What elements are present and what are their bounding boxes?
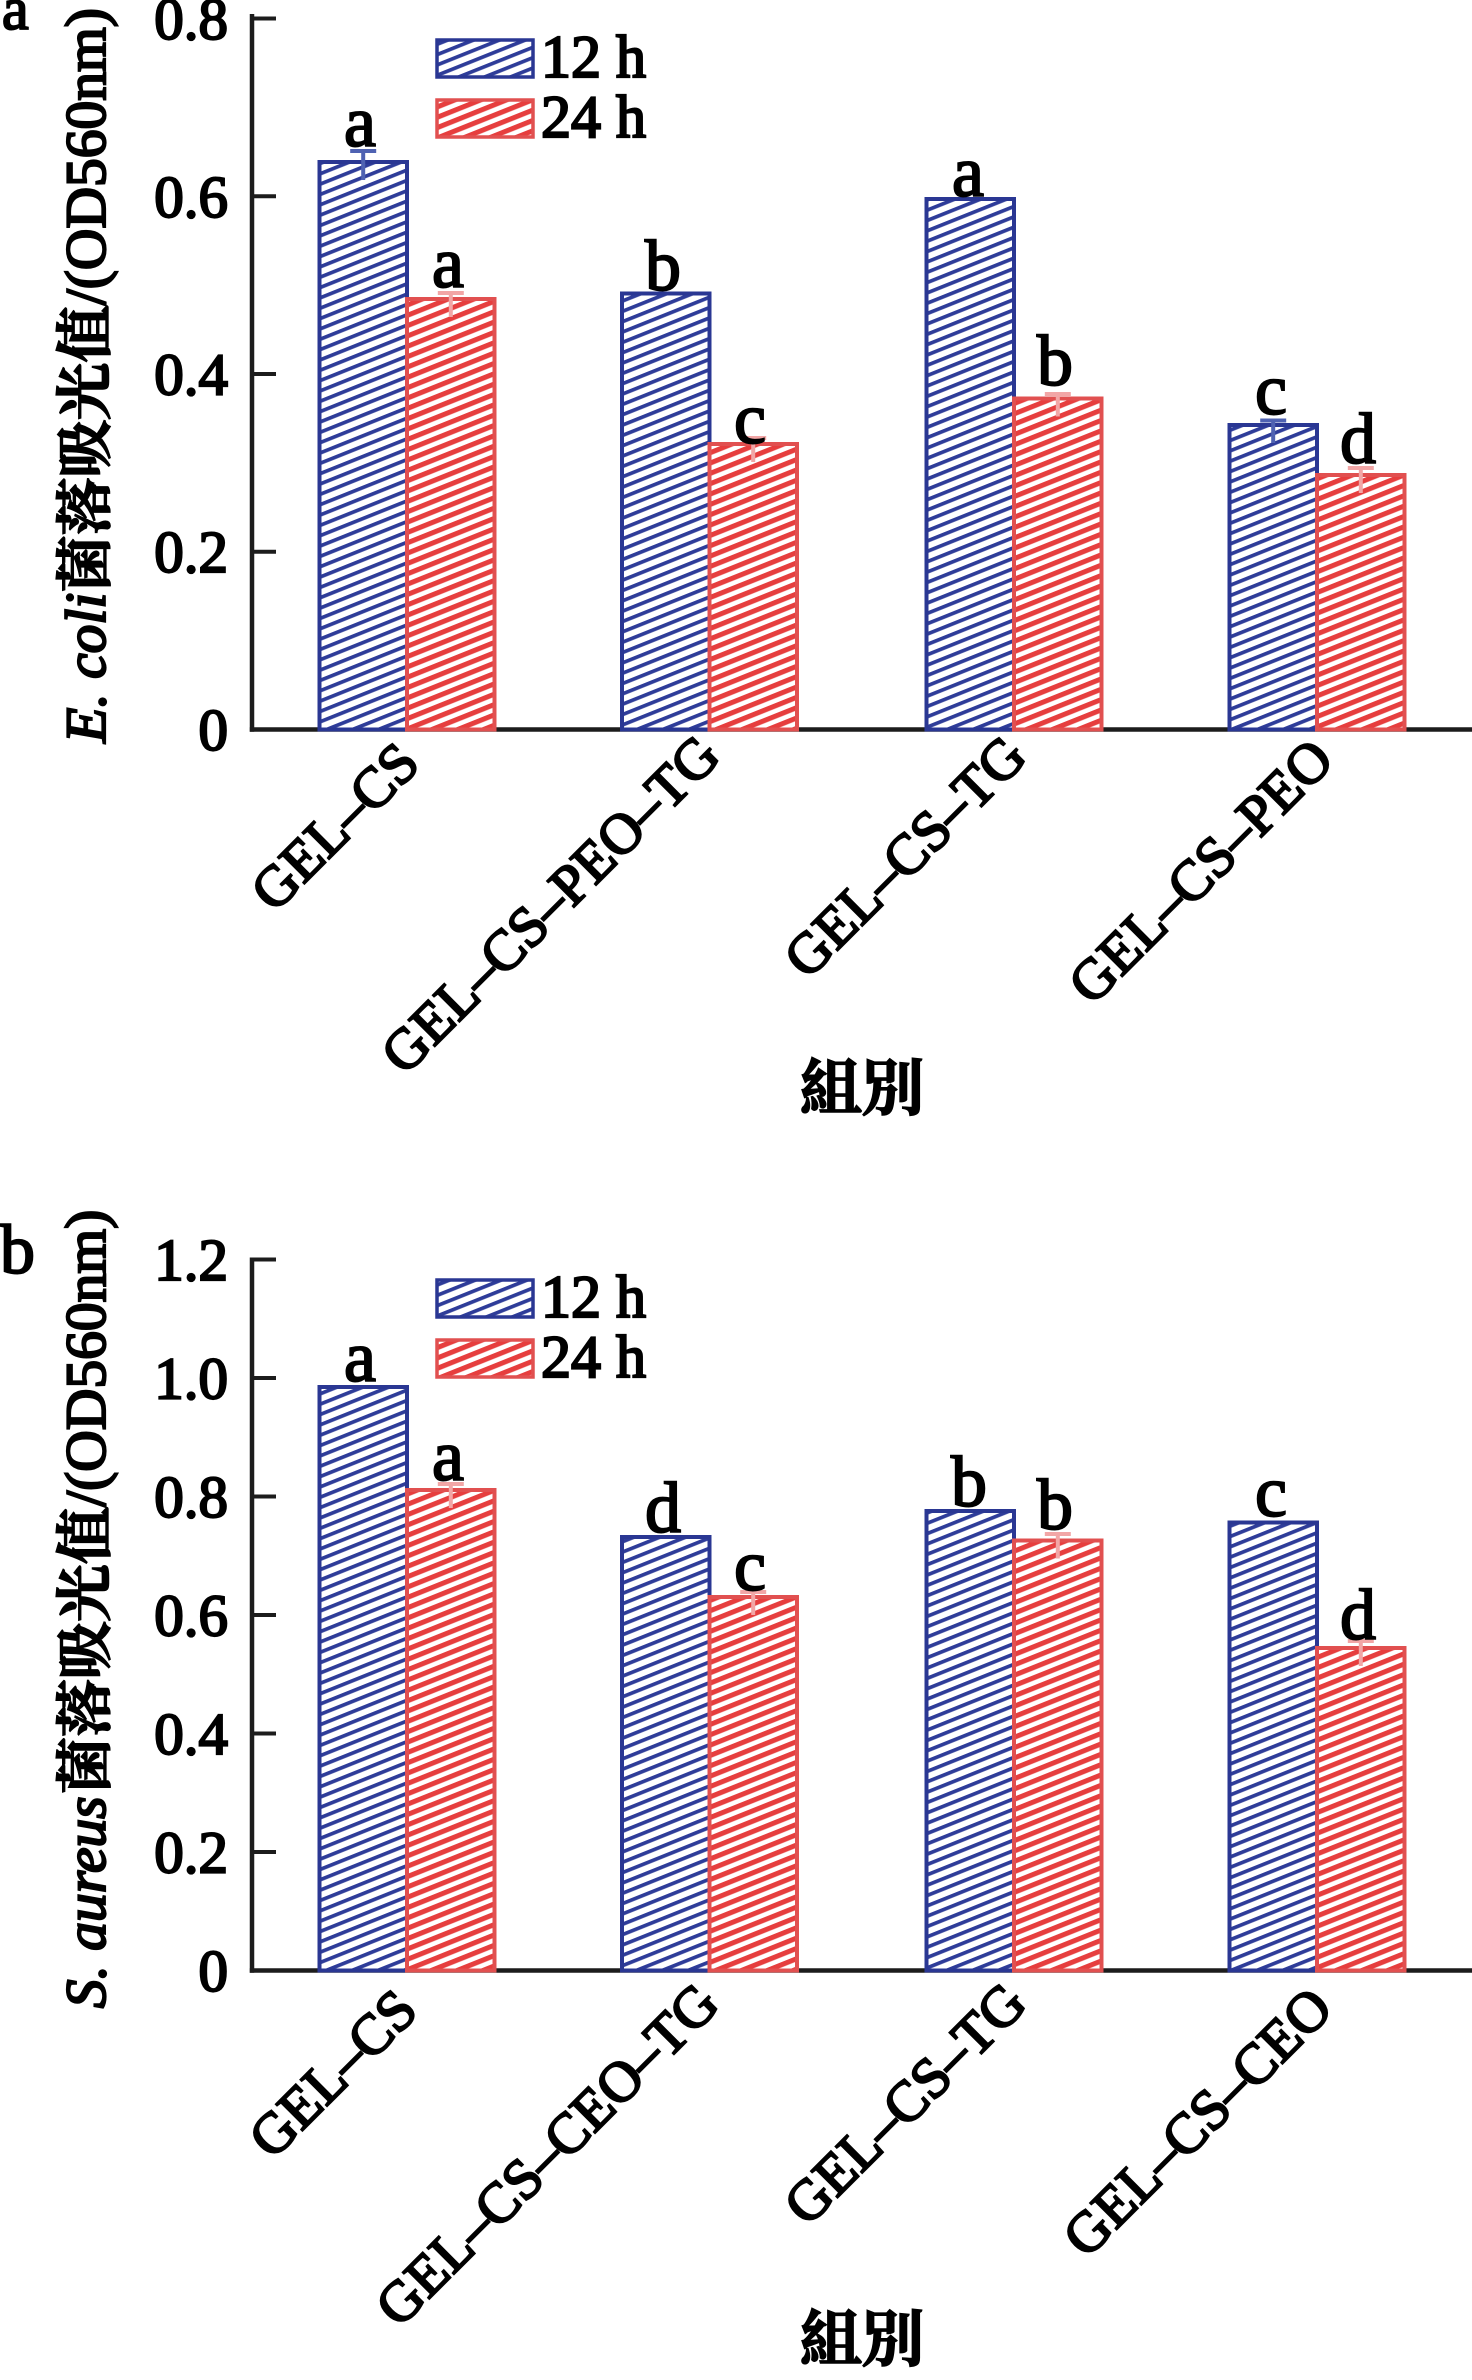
svg-text:a: a [344,1317,376,1397]
svg-text:c: c [734,379,766,459]
svg-text:0.4: 0.4 [154,1701,228,1767]
svg-text:0.2: 0.2 [154,519,228,585]
svg-text:12 h: 12 h [541,24,646,90]
svg-text:b: b [1037,321,1073,401]
svg-text:b: b [0,1212,35,1289]
svg-text:/(OD560nm): /(OD560nm) [55,1210,118,1507]
svg-text:12 h: 12 h [541,1264,646,1330]
svg-text:S. aureus: S. aureus [55,1796,118,2008]
svg-text:1.2: 1.2 [154,1227,228,1293]
svg-text:0.8: 0.8 [154,0,228,52]
svg-text:b: b [951,1442,987,1522]
svg-text:a: a [432,223,464,303]
svg-text:0.4: 0.4 [154,342,228,408]
svg-text:b: b [645,226,681,306]
svg-text:1.0: 1.0 [154,1346,228,1412]
svg-text:0.2: 0.2 [154,1820,228,1886]
svg-text:24 h: 24 h [541,1324,646,1390]
svg-text:c: c [1255,1452,1287,1532]
svg-text:a: a [2,0,29,42]
svg-text:a: a [432,1416,464,1496]
svg-text:d: d [1340,399,1376,479]
svg-text:0: 0 [199,697,229,763]
svg-text:0.6: 0.6 [154,1583,228,1649]
svg-text:a: a [952,132,984,212]
svg-text:b: b [1037,1465,1073,1545]
svg-text:/(OD560nm): /(OD560nm) [55,8,118,305]
svg-text:a: a [344,82,376,162]
svg-text:0: 0 [199,1938,229,2004]
svg-text:E. coli: E. coli [55,593,118,744]
svg-text:0.8: 0.8 [154,1464,228,1530]
svg-text:d: d [645,1468,681,1548]
svg-text:0.6: 0.6 [154,164,228,230]
svg-text:c: c [734,1526,766,1606]
svg-text:d: d [1340,1575,1376,1655]
svg-text:c: c [1255,350,1287,430]
svg-text:24 h: 24 h [541,84,646,150]
